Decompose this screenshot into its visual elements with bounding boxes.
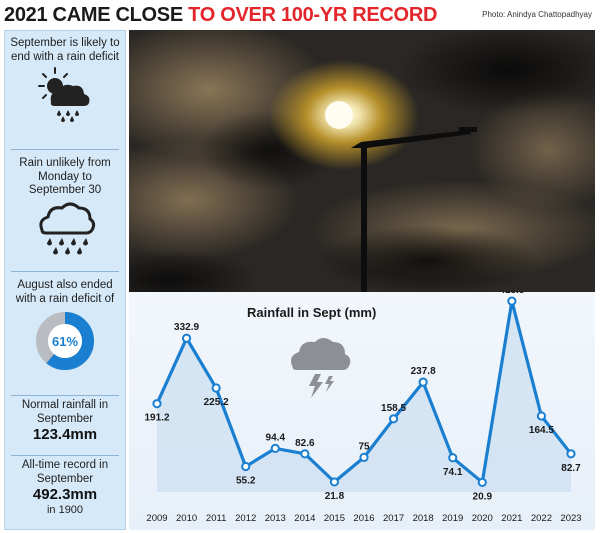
data-point-2012: [241, 461, 251, 472]
info-sidebar: September is likely to end with a rain d…: [4, 30, 126, 530]
data-point-2011: [211, 383, 221, 393]
x-tick-2013: 2013: [265, 513, 286, 524]
rainfall-line-chart: Rainfall in Sept (mm) 191.2 332.9 225.2 55.…: [144, 292, 581, 524]
data-point-2010: [181, 333, 192, 343]
data-label-2013: 94.4: [266, 432, 286, 443]
data-point-2013: [270, 443, 280, 453]
storm-cloud-icon: [291, 338, 351, 398]
x-tick-2023: 2023: [560, 513, 581, 524]
data-point-2015: [329, 477, 340, 487]
data-point-2018: [418, 377, 428, 387]
data-point-2019: [448, 453, 458, 463]
data-point-2014: [300, 449, 310, 459]
sidebar-text-4: Normal rainfall in September: [21, 399, 109, 425]
sidebar-normal-rainfall: Normal rainfall in September 123.4mm: [5, 399, 125, 444]
x-tick-2018: 2018: [413, 513, 434, 524]
chart-title: Rainfall in Sept (mm): [247, 305, 376, 320]
data-label-2012: 55.2: [236, 476, 256, 487]
sidebar-rain-deficit-forecast: September is likely to end with a rain d…: [5, 37, 125, 127]
sun-cloud-rain-icon: [38, 67, 90, 122]
sidebar-divider: [11, 455, 119, 456]
data-point-2022: [536, 411, 547, 421]
x-tick-2014: 2014: [294, 513, 315, 524]
deficit-donut-icon: 61%: [36, 312, 94, 370]
photo-credit: Photo: Anindya Chattopadhyay: [482, 10, 592, 19]
x-tick-2021: 2021: [501, 513, 522, 524]
sidebar-text-1: September is likely to end with a rain d…: [10, 37, 120, 63]
record-year-note: in 1900: [46, 504, 84, 516]
x-tick-2019: 2019: [442, 513, 463, 524]
headline: 2021 CAME CLOSE TO OVER 100-YR RECORD: [4, 2, 437, 28]
sidebar-text-3: August also ended with a rain deficit of: [15, 279, 115, 305]
data-point-2020: [477, 477, 487, 487]
data-label-2019: 74.1: [443, 467, 463, 478]
data-point-2021: [507, 296, 517, 306]
rain-cloud-icon: [39, 202, 96, 254]
x-tick-2010: 2010: [176, 513, 197, 524]
data-label-2020: 20.9: [473, 491, 493, 502]
data-label-2023: 82.7: [561, 463, 581, 474]
x-tick-2017: 2017: [383, 513, 404, 524]
sidebar-divider: [11, 149, 119, 150]
data-label-2016: 75: [358, 441, 370, 452]
x-tick-2020: 2020: [472, 513, 493, 524]
data-label-2017: 158.5: [381, 403, 406, 414]
headline-part-red: TO OVER 100-YR RECORD: [188, 4, 438, 26]
deficit-percent-label: 61%: [52, 334, 78, 349]
data-point-2023: [566, 449, 576, 459]
sidebar-divider: [11, 395, 119, 396]
sidebar-text-5: All-time record in September: [21, 459, 109, 485]
sky-photo: [129, 30, 595, 292]
data-label-2014: 82.6: [295, 438, 315, 449]
data-label-2015: 21.8: [325, 491, 345, 502]
data-label-2018: 237.8: [411, 366, 436, 377]
x-tick-2011: 2011: [206, 513, 226, 524]
sky-photo-illustration: [129, 30, 595, 292]
rainfall-chart-panel: Rainfall in Sept (mm) 191.2 332.9 225.2 55.…: [129, 292, 595, 530]
sidebar-divider: [11, 271, 119, 272]
sidebar-alltime-record: All-time record in September 492.3mm in …: [5, 459, 125, 517]
data-label-2009: 191.2: [144, 413, 169, 424]
data-label-2011: 225.2: [204, 397, 229, 408]
data-point-2009: [152, 399, 162, 409]
sidebar-august-deficit: August also ended with a rain deficit of…: [5, 279, 125, 378]
x-tick-2009: 2009: [146, 513, 167, 524]
x-tick-2022: 2022: [531, 513, 552, 524]
rainfall-area: [157, 301, 571, 492]
data-label-2022: 164.5: [529, 425, 554, 436]
data-label-2010: 332.9: [174, 322, 199, 333]
x-tick-2012: 2012: [235, 513, 256, 524]
data-point-2016: [359, 452, 369, 462]
record-rainfall-value: 492.3mm: [32, 486, 98, 503]
data-label-2021: 413.3: [499, 292, 524, 296]
data-point-2017: [388, 414, 399, 424]
normal-rainfall-value: 123.4mm: [32, 426, 98, 443]
x-tick-2015: 2015: [324, 513, 345, 524]
sidebar-text-2: Rain unlikely from Monday to September 3…: [19, 157, 111, 196]
x-tick-2016: 2016: [353, 513, 374, 524]
headline-part-dark: 2021 CAME CLOSE: [4, 4, 189, 26]
sidebar-rain-unlikely: Rain unlikely from Monday to September 3…: [5, 157, 125, 263]
